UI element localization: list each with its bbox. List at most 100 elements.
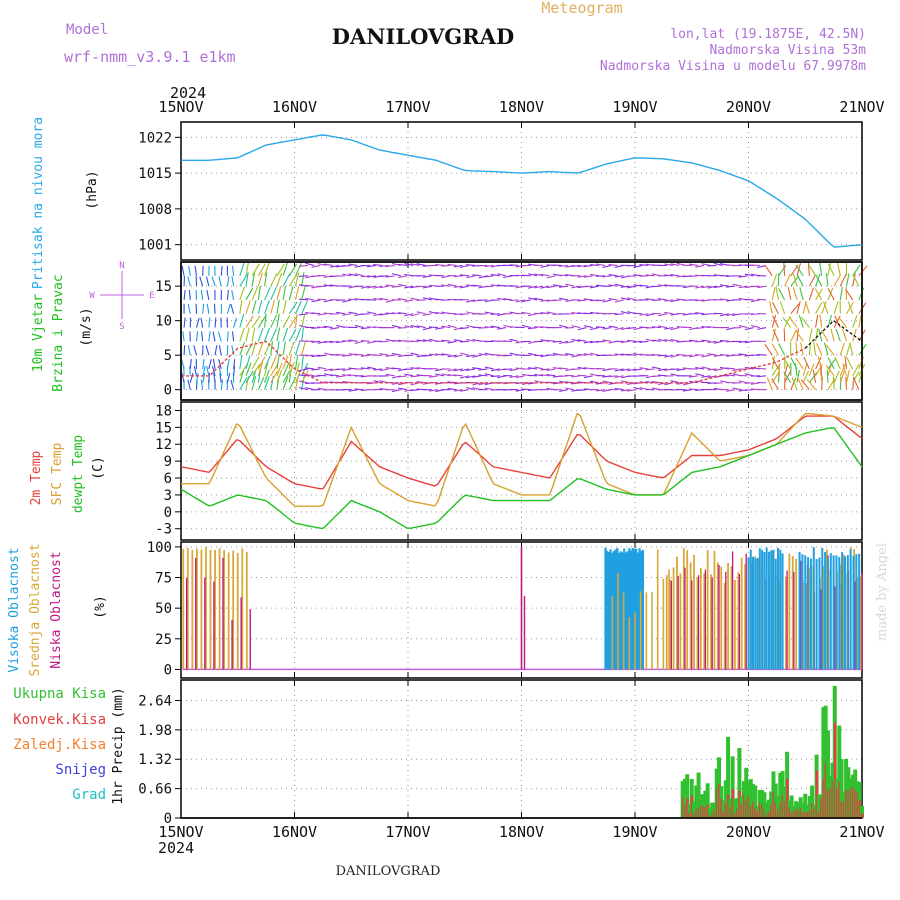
- wind-arrow: [305, 373, 315, 377]
- wind-arrow: [777, 264, 787, 277]
- wind-arrow: [620, 389, 630, 392]
- wind-arrow: [744, 382, 754, 384]
- wind-arrow: [354, 353, 364, 356]
- wind-arrow: [695, 354, 705, 356]
- total-precip-bar: [839, 759, 844, 818]
- y-tick-label: 12: [155, 437, 172, 453]
- conv-precip-bar: [702, 806, 705, 818]
- y-tick-label: 9: [164, 454, 172, 470]
- wind-arrow: [379, 264, 389, 268]
- wind-arrow: [583, 375, 593, 379]
- wind-arrow: [460, 352, 470, 356]
- conv-precip-bar: [690, 795, 694, 818]
- conv-precip-bar: [745, 800, 748, 818]
- wind-arrow: [202, 265, 204, 276]
- wind-arrow: [695, 373, 705, 377]
- conv-precip-bar: [806, 812, 810, 818]
- wind-arrow: [540, 299, 550, 302]
- wind-arrow: [311, 327, 321, 329]
- wind-arrow: [688, 380, 699, 384]
- wind-arrow: [819, 314, 823, 328]
- wind-arrow: [410, 367, 420, 370]
- conv-precip-bar: [813, 808, 816, 818]
- wind-arrow: [509, 375, 519, 378]
- wind-arrow: [833, 370, 840, 383]
- wind-arrow: [771, 328, 776, 342]
- wind-arrow: [435, 353, 445, 356]
- t2m-series-line: [180, 415, 863, 490]
- wind-arrow: [453, 275, 463, 278]
- total-precip-bar: [732, 798, 737, 818]
- conv-precip-bar: [792, 810, 796, 818]
- wind-arrow: [509, 264, 519, 266]
- wind-arrow: [726, 374, 736, 377]
- wind-arrow: [633, 284, 643, 287]
- wind-arrow: [298, 313, 308, 316]
- wind-arrow: [577, 299, 587, 302]
- wind-arrow: [602, 299, 612, 303]
- bottom-date-axis: 15NOV 16NOV 17NOV 18NOV 19NOV 20NOV 21NOV: [158, 823, 884, 841]
- wind-arrow: [818, 328, 823, 342]
- wind-arrow: [428, 389, 439, 392]
- wind-arrow: [294, 286, 300, 301]
- y-tick-label: 1015: [138, 166, 172, 182]
- wind-arrow: [202, 358, 205, 370]
- wind-arrow: [571, 354, 581, 358]
- y-tick-label: 0.66: [138, 782, 172, 798]
- wind-arrow: [251, 375, 257, 390]
- wind-arrow: [276, 313, 280, 328]
- total-precip-bar: [773, 783, 778, 818]
- wind-arrow: [558, 264, 568, 267]
- wind-arrow: [367, 366, 377, 370]
- y-tick-label: 1001: [138, 238, 172, 254]
- t2m-label: 2m Temp: [29, 450, 44, 505]
- wind-arrow: [546, 285, 556, 289]
- wind-arrow: [546, 368, 556, 372]
- wind-arrow: [264, 272, 268, 287]
- conv-precip-bar: [693, 813, 696, 818]
- wind-arrow: [670, 327, 680, 331]
- wind-arrow: [757, 298, 767, 301]
- wind-arrow: [257, 341, 264, 356]
- wind-arrow: [189, 358, 192, 370]
- wind-arrow: [397, 312, 408, 315]
- wind-arrow: [645, 368, 655, 371]
- wind-arrow: [264, 369, 270, 383]
- conv-precip-bar: [749, 806, 753, 818]
- wind-arrow: [738, 380, 748, 384]
- wind-arrow: [391, 340, 401, 342]
- total-precip-bar: [778, 772, 783, 818]
- total-precip-bar: [810, 785, 815, 818]
- wind-arrow: [391, 375, 401, 379]
- total-precip-bar: [821, 707, 826, 818]
- total-precip-bar: [762, 792, 767, 818]
- y-tick-label: 1.98: [138, 723, 172, 739]
- conv-precip-bar: [697, 807, 701, 818]
- wind-arrow: [845, 273, 850, 287]
- conv-precip-bar: [729, 806, 732, 818]
- wind-arrow: [295, 262, 302, 277]
- wind-arrow: [771, 314, 777, 328]
- wind-arrow: [777, 362, 781, 376]
- wind-arrow: [825, 365, 835, 377]
- wind-arrow: [472, 367, 482, 370]
- wind-arrow: [757, 353, 767, 356]
- wind-arrow: [231, 265, 235, 276]
- conv-precip-bar: [836, 788, 839, 818]
- wind-arrow: [416, 339, 426, 342]
- wind-arrow: [589, 285, 599, 289]
- wind-arrow: [577, 389, 587, 392]
- wind-arrow: [379, 275, 389, 278]
- wind-arrow: [738, 325, 748, 329]
- wind-arrow: [270, 273, 278, 287]
- wind-arrow: [799, 287, 804, 301]
- wind-arrow: [429, 311, 439, 315]
- wind-arrow: [682, 389, 692, 392]
- wind-arrow: [245, 315, 254, 328]
- meteogram-label: Meteogram: [541, 0, 622, 17]
- conv-precip-bar: [799, 807, 803, 818]
- total-precip-bar: [766, 799, 771, 818]
- precip-unit: 1hr Precip (mm): [111, 687, 126, 804]
- wind-arrow: [218, 276, 222, 287]
- wind-arrow: [858, 314, 862, 328]
